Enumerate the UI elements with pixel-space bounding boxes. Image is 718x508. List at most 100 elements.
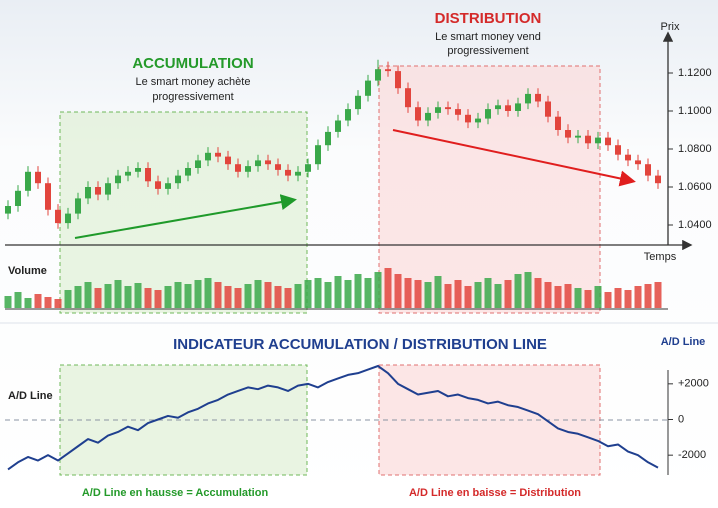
candle-body xyxy=(155,181,161,189)
volume-bar xyxy=(364,278,372,308)
caption: A/D Line en baisse = Distribution xyxy=(409,487,581,499)
y-tick-label: -2000 xyxy=(678,449,706,461)
candle-body xyxy=(505,105,511,111)
volume-bar xyxy=(44,297,52,308)
candle-body xyxy=(175,175,181,184)
volume-bar xyxy=(594,286,602,308)
candle-body xyxy=(125,171,131,176)
candle-body xyxy=(365,80,371,96)
candle-body xyxy=(85,187,91,199)
volume-bar xyxy=(354,274,362,308)
candle-body xyxy=(145,168,151,182)
volume-bar xyxy=(34,294,42,308)
panel-label: A/D Line xyxy=(8,390,53,402)
candle-body xyxy=(55,209,61,224)
volume-bar xyxy=(204,278,212,308)
y-tick-label: +2000 xyxy=(678,378,709,390)
candle-body xyxy=(295,171,301,176)
volume-bar xyxy=(164,286,172,308)
candle-body xyxy=(555,116,561,130)
volume-bar xyxy=(484,278,492,308)
candle-body xyxy=(205,152,211,161)
candle-body xyxy=(185,168,191,176)
volume-bar xyxy=(334,276,342,308)
zone-text: progressivement xyxy=(447,45,528,57)
volume-bar xyxy=(514,274,522,308)
volume-bar xyxy=(124,286,132,308)
volume-bar xyxy=(384,268,392,308)
volume-bar xyxy=(504,280,512,308)
candle-body xyxy=(65,213,71,224)
volume-bar xyxy=(104,284,112,308)
volume-bar xyxy=(444,284,452,308)
candle-body xyxy=(625,154,631,161)
y-tick-label: 1.0600 xyxy=(678,181,712,193)
candle-body xyxy=(595,137,601,144)
volume-bar xyxy=(64,290,72,308)
zone-title: DISTRIBUTION xyxy=(435,10,542,27)
volume-bar xyxy=(524,272,532,308)
volume-bar xyxy=(404,278,412,308)
distribution-zone xyxy=(378,65,601,314)
accumulation-zone xyxy=(59,364,308,476)
candle-body xyxy=(385,69,391,72)
volume-bar xyxy=(134,283,142,308)
candle-body xyxy=(575,135,581,138)
volume-bar xyxy=(274,286,282,308)
x-axis-label: Temps xyxy=(644,251,677,263)
volume-bar xyxy=(254,280,262,308)
candle-body xyxy=(445,107,451,110)
candle-body xyxy=(95,187,101,195)
candle-body xyxy=(515,103,521,111)
volume-bar xyxy=(284,288,292,308)
volume-bar xyxy=(154,290,162,308)
volume-bar xyxy=(184,284,192,308)
y-axis-label: Prix xyxy=(661,21,680,33)
volume-bar xyxy=(94,288,102,308)
candle-body xyxy=(585,135,591,144)
trend-arrow xyxy=(74,194,297,239)
zone-text: Le smart money vend xyxy=(435,31,541,43)
volume-bar xyxy=(174,282,182,308)
candle-body xyxy=(245,166,251,172)
accumulation-zone xyxy=(59,111,308,314)
candle-body xyxy=(5,206,11,214)
volume-bar xyxy=(564,284,572,308)
volume-bar xyxy=(344,280,352,308)
candle-body xyxy=(455,109,461,115)
candle-body xyxy=(415,107,421,121)
volume-bar xyxy=(234,288,242,308)
volume-bar xyxy=(74,286,82,308)
candle-body xyxy=(305,164,311,172)
volume-bar xyxy=(294,284,302,308)
volume-bar xyxy=(14,292,22,308)
volume-bar xyxy=(304,280,312,308)
volume-bar xyxy=(414,280,422,308)
candle-body xyxy=(605,137,611,146)
candle-body xyxy=(655,175,661,184)
ad-line xyxy=(7,365,659,471)
volume-bar xyxy=(644,284,652,308)
candle-body xyxy=(225,156,231,165)
candle-body xyxy=(45,183,51,210)
volume-bar xyxy=(114,280,122,308)
volume-bar xyxy=(324,282,332,308)
candle-body xyxy=(615,145,621,155)
candle-body xyxy=(25,171,31,191)
volume-bar xyxy=(654,282,662,308)
volume-bar xyxy=(84,282,92,308)
candle-body xyxy=(115,175,121,184)
candle-body xyxy=(495,105,501,110)
candle-body xyxy=(255,160,261,167)
y-tick-label: 1.0800 xyxy=(678,143,712,155)
candle-body xyxy=(215,152,221,157)
volume-bar xyxy=(634,286,642,308)
volume-bar xyxy=(194,280,202,308)
volume-bar xyxy=(464,286,472,308)
candle-body xyxy=(475,118,481,123)
candle-body xyxy=(265,160,271,165)
candle-body xyxy=(75,198,81,214)
y-tick-label: 1.1000 xyxy=(678,105,712,117)
zone-text: Le smart money achète xyxy=(136,76,251,88)
volume-bar xyxy=(4,296,12,308)
